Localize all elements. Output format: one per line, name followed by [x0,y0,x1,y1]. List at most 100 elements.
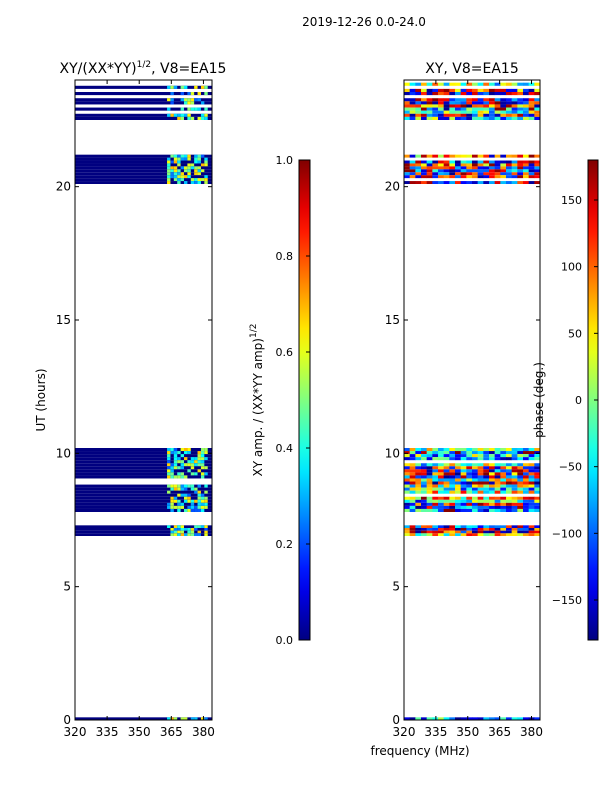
heatmap-cell [170,101,174,105]
heatmap-cell [409,98,416,102]
heatmap-cell [534,505,541,509]
heatmap-cell [511,172,518,176]
heatmap-cell [200,496,205,500]
heatmap-cell [432,533,439,536]
heatmap-cell [449,475,456,479]
heatmap-cell [438,166,444,170]
heatmap-cell [528,457,535,461]
heatmap-cell [204,175,208,179]
heatmap-cell [415,154,422,158]
heatmap-cell [190,178,195,182]
heatmap-cell [194,528,198,531]
heatmap-cell [200,466,205,470]
heatmap-cell [517,181,524,184]
heatmap-cell [534,475,541,479]
heatmap-row [75,496,212,500]
heatmap-cell [183,85,188,89]
heatmap-cell [183,463,188,467]
heatmap-cell [494,533,501,536]
heatmap-cell [432,475,439,479]
heatmap-cell [455,166,461,170]
heatmap-cell [523,469,529,473]
heatmap-cell [426,475,433,479]
heatmap-cell [449,457,456,461]
heatmap-cell [472,160,478,164]
heatmap-row [75,101,212,105]
heatmap-cell [517,113,524,117]
heatmap-cell [455,528,461,531]
heatmap-cell [517,478,524,482]
heatmap-cell [194,525,198,528]
heatmap-cell [187,469,191,473]
phase-plot-frame [403,79,541,721]
heatmap-cell [506,169,512,173]
heatmap-cell [432,175,439,179]
heatmap-cell [489,502,495,506]
heatmap-cell [460,448,467,452]
heatmap-cell [183,457,188,461]
heatmap-cell [483,172,490,176]
heatmap-cell [466,92,473,96]
heatmap-cell [500,472,507,476]
heatmap-cell [528,484,535,488]
heatmap-cell [415,487,422,491]
heatmap-cell [200,505,205,509]
colorbar-tick-label: 1.0 [276,154,294,167]
heatmap-band [75,525,212,536]
heatmap-cell [500,469,507,473]
heatmap-cell [180,175,184,179]
heatmap-cell [409,490,416,494]
heatmap-cell [506,528,512,531]
heatmap-cell [460,98,467,102]
heatmap-cell [404,481,410,485]
heatmap-cell [528,116,535,120]
heatmap-cell [170,496,174,500]
heatmap-cell [415,169,422,173]
heatmap-cell [190,92,195,96]
heatmap-cell [443,175,450,179]
heatmap-cell [494,107,501,111]
heatmap-cell [426,496,433,500]
heatmap-cell [523,463,529,467]
heatmap-cell [472,466,478,470]
heatmap-cell [194,457,198,461]
heatmap-cell [180,113,184,117]
heatmap-cell [489,530,495,534]
heatmap-cell [472,472,478,476]
heatmap-cell [489,169,495,173]
heatmap-cell [511,101,518,105]
amplitude-colorbar-frame [298,159,311,641]
heatmap-cell [460,499,467,503]
heatmap-cell [449,484,456,488]
y-axis-label: UT (hours) [34,368,48,431]
heatmap-cell [409,107,416,111]
heatmap-cell [528,478,535,482]
heatmap-cell [517,92,524,96]
heatmap-cell [404,154,410,158]
heatmap-cell [489,113,495,117]
heatmap-cell [415,113,422,117]
heatmap-cell [523,457,529,461]
heatmap-cell [511,466,518,470]
heatmap-cell [170,499,174,503]
heatmap-cell [466,172,473,176]
heatmap-cell [426,448,433,452]
heatmap-cell [528,448,535,452]
heatmap-cell [404,454,410,458]
heatmap-cell [449,98,456,102]
heatmap-cell [194,181,198,184]
heatmap-cell [197,154,201,158]
heatmap-cell [421,166,427,170]
heatmap-cell [494,98,501,102]
heatmap-cell [534,82,541,86]
heatmap-cell [506,481,512,485]
heatmap-cell [443,454,450,458]
heatmap-cell [500,92,507,96]
heatmap-band [404,448,541,512]
heatmap-cell [455,496,461,500]
heatmap-row [75,157,212,161]
heatmap-cell [432,496,439,500]
heatmap-cell [438,481,444,485]
heatmap-cell [200,101,205,105]
heatmap-cell [472,487,478,491]
